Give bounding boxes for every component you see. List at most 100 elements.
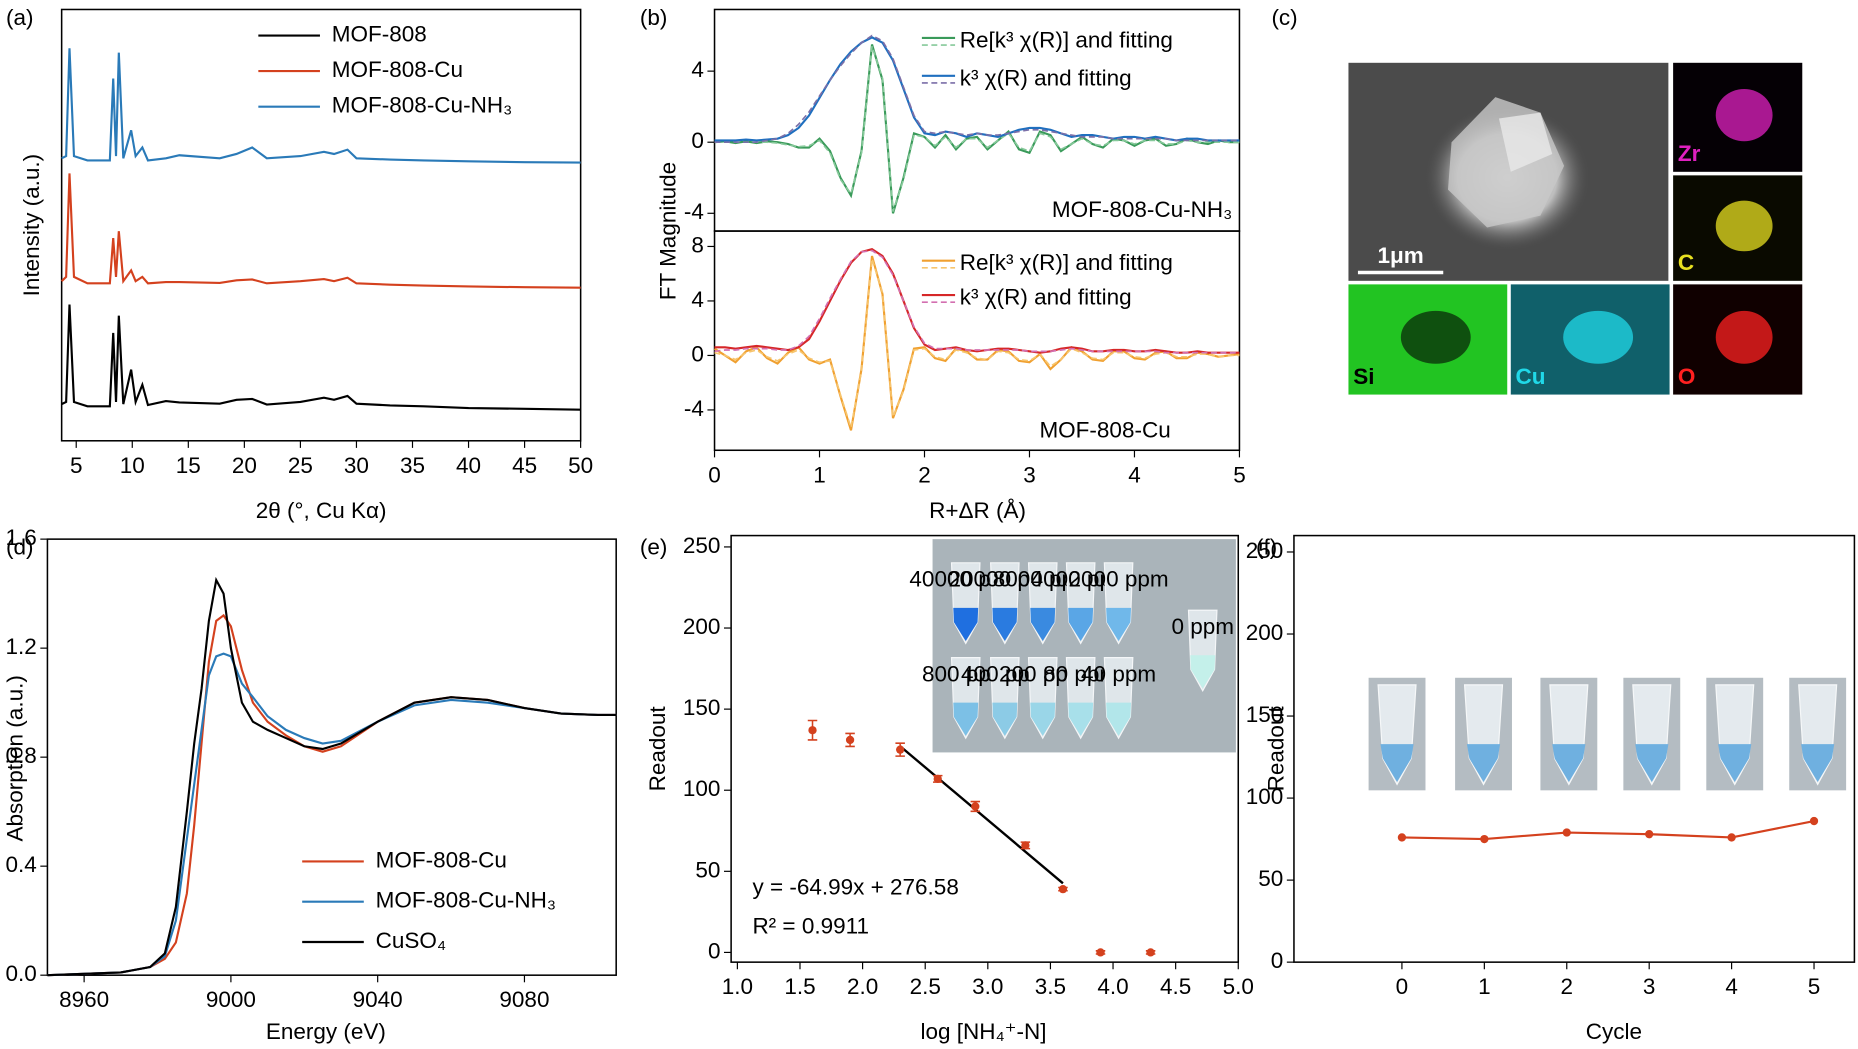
- data-point: [1397, 833, 1407, 842]
- x-tick-label: 2: [918, 462, 931, 487]
- series-line: [61, 48, 581, 164]
- data-point: [1809, 816, 1819, 826]
- x-tick-label: 50: [568, 453, 593, 478]
- y-tick-label: 50: [695, 857, 720, 882]
- fit-line: [899, 745, 1064, 885]
- series-line: [714, 44, 1240, 214]
- eds-label: O: [1678, 364, 1696, 389]
- y-tick-label: 0: [1271, 948, 1284, 973]
- tube-liquid: [1190, 655, 1216, 689]
- y-tick-label: 0: [691, 341, 704, 366]
- data-point: [1096, 948, 1105, 957]
- x-tick-label: 0: [1396, 974, 1409, 999]
- x-axis-label: log [NH₄⁺-N]: [920, 1019, 1046, 1044]
- x-tick-label: 5: [70, 453, 83, 478]
- x-tick-label: 2.0: [847, 974, 878, 999]
- data-point: [845, 735, 855, 745]
- inset-label: 40 ppm: [1081, 661, 1156, 686]
- x-tick-label: 4.0: [1097, 974, 1128, 999]
- y-tick-label: 150: [683, 695, 721, 720]
- sem-facet: [1498, 112, 1553, 172]
- legend-label: k³ χ(R) and fitting: [960, 285, 1132, 310]
- legend-label: MOF-808-Cu-NH₃: [376, 888, 556, 913]
- x-tick-label: 3: [1023, 462, 1036, 487]
- annotation: MOF-808-Cu: [1039, 417, 1170, 442]
- tube-liquid: [1380, 744, 1414, 783]
- tube-liquid: [1030, 702, 1056, 736]
- x-tick-label: 20: [232, 453, 257, 478]
- data-point: [971, 802, 980, 811]
- data-point: [1146, 948, 1155, 957]
- series-line: [47, 652, 617, 977]
- x-tick-label: 4.5: [1160, 974, 1191, 999]
- x-tick-label: 3.5: [1035, 974, 1066, 999]
- y-axis-label: Intensity (a.u.): [19, 154, 44, 297]
- eds-signal: [1715, 88, 1773, 142]
- y-tick-label: 1.2: [5, 634, 36, 659]
- eds-label: C: [1678, 250, 1694, 275]
- eds-signal: [1563, 310, 1634, 364]
- data-point: [1480, 834, 1489, 844]
- data-point: [1562, 828, 1571, 837]
- panel-label: (d): [6, 535, 33, 560]
- eds-maps: Zr C Si Cu O: [1348, 62, 1803, 395]
- x-axis-label: R+ΔR (Å): [929, 498, 1026, 523]
- series-line: [714, 248, 1240, 354]
- eds-signal: [1715, 310, 1773, 364]
- x-tick-label: 5: [1233, 462, 1246, 487]
- data-point: [1645, 830, 1654, 839]
- y-tick-label: 1.6: [5, 525, 36, 550]
- x-tick-label: 1: [813, 462, 826, 487]
- plot-frame: [1293, 534, 1856, 963]
- tube-liquid: [1718, 744, 1752, 783]
- x-tick-label: 40: [456, 453, 481, 478]
- x-tick-label: 9080: [499, 987, 549, 1012]
- legend-label: MOF-808-Cu: [332, 57, 463, 82]
- panel-label: (a): [6, 5, 33, 30]
- plot-frame: [730, 534, 1240, 963]
- y-tick-label: 100: [683, 776, 721, 801]
- eds-label: Si: [1353, 364, 1374, 389]
- y-tick-label: 0.0: [5, 961, 36, 986]
- y-tick-label: 150: [1246, 702, 1284, 727]
- x-tick-label: 4: [1128, 462, 1141, 487]
- y-tick-label: 250: [1246, 538, 1284, 563]
- tube-liquid: [1635, 744, 1669, 783]
- chart-panel: 8960 9000 9040 9080 0.0 0.4 0.8 1.2 1.6 Energy (e…: [3, 525, 617, 1044]
- x-tick-label: 10: [120, 453, 145, 478]
- x-tick-label: 5: [1808, 974, 1821, 999]
- x-axis-label: Cycle: [1586, 1019, 1642, 1044]
- y-tick-label: 200: [683, 614, 721, 639]
- panel-label: (e): [640, 535, 668, 560]
- series-line: [1401, 820, 1815, 841]
- y-tick-label: 0: [691, 128, 704, 153]
- panel-label: (b): [640, 5, 668, 30]
- chart-panel: 0 1 2 3 4 5 -4 0 4 8 R+ΔR (Å) MOF-808-Cu Re[k³ χ(R)]…: [684, 230, 1246, 523]
- tube-liquid: [1030, 607, 1056, 642]
- eds-signal: [1400, 310, 1471, 364]
- x-axis-label: Energy (eV): [266, 1019, 386, 1044]
- scale-bar-label: 1μm: [1377, 243, 1423, 268]
- y-axis-label: FT Magnitude: [655, 162, 680, 300]
- tube-liquid: [1466, 744, 1501, 783]
- series-line: [714, 258, 1240, 428]
- eds-label: Zr: [1678, 141, 1701, 166]
- chart-panel: -4 0 4 FT Magnitude (b) MOF-808-Cu-NH₃ Re[k³ χ…: [640, 5, 1241, 300]
- data-point: [1727, 833, 1736, 842]
- y-tick-label: 200: [1246, 620, 1284, 645]
- legend-label: Re[k³ χ(R)] and fitting: [960, 27, 1173, 52]
- inset-label: 2000 ppm: [1069, 567, 1169, 592]
- series-line: [61, 304, 581, 411]
- legend-label: Re[k³ χ(R)] and fitting: [960, 250, 1173, 275]
- x-tick-label: 1: [1478, 974, 1491, 999]
- data-point: [896, 745, 905, 754]
- data-point: [1021, 841, 1030, 850]
- y-tick-label: 8: [691, 232, 704, 257]
- data-point: [933, 774, 942, 784]
- x-tick-label: 4: [1725, 974, 1738, 999]
- y-tick-label: -4: [684, 199, 704, 224]
- x-tick-label: 30: [344, 453, 369, 478]
- y-tick-label: 0.8: [5, 743, 36, 768]
